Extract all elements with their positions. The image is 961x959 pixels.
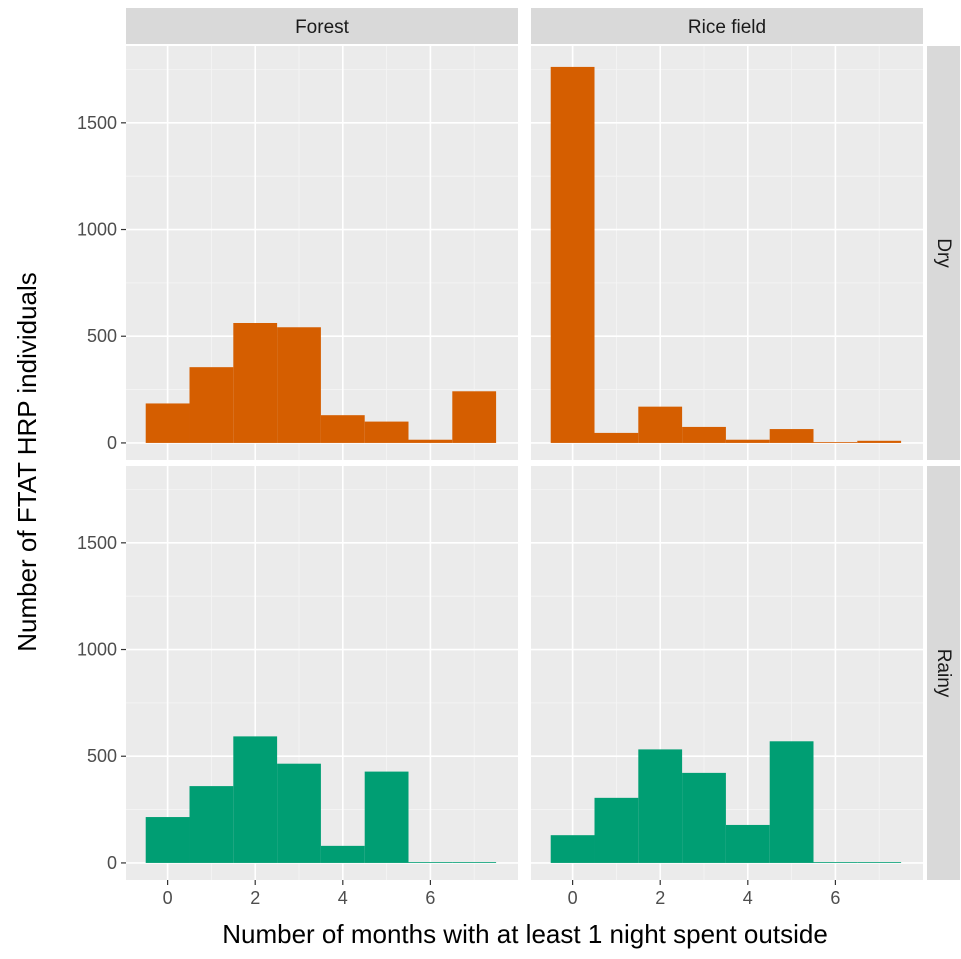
strip-label-forest: Forest <box>295 17 350 38</box>
y-tick-label: 1500 <box>77 533 117 553</box>
panel-background <box>531 46 923 460</box>
bar <box>638 749 683 863</box>
bar <box>408 439 453 443</box>
strip-label-rice-field: Rice field <box>688 17 766 38</box>
strip-dry <box>927 46 960 460</box>
y-tick-label: 0 <box>107 853 117 873</box>
strip-rainy <box>927 466 960 880</box>
bar <box>364 771 409 863</box>
bar <box>725 439 770 443</box>
bar <box>320 845 365 863</box>
panel-forest-dry <box>126 46 518 460</box>
bar <box>638 406 683 443</box>
bar <box>857 440 902 443</box>
bar <box>682 426 726 443</box>
strip-label-rainy: Rainy <box>933 649 954 698</box>
y-tick-label: 1000 <box>77 640 117 660</box>
bar <box>769 429 814 443</box>
bar <box>725 824 770 863</box>
bar <box>857 862 902 863</box>
bar <box>277 327 321 443</box>
strip-label-dry: Dry <box>933 238 954 268</box>
strip-rice-field <box>531 8 923 44</box>
x-tick-label: 0 <box>568 888 578 908</box>
y-tick-label: 1500 <box>77 113 117 133</box>
panel-background <box>531 466 923 880</box>
bar <box>364 421 409 443</box>
bar <box>813 442 858 443</box>
bar <box>452 391 497 443</box>
bar <box>145 817 190 863</box>
bar <box>594 432 639 443</box>
y-tick-label: 500 <box>87 746 117 766</box>
bar <box>189 786 234 863</box>
x-tick-label: 6 <box>830 888 840 908</box>
x-tick-label: 6 <box>425 888 435 908</box>
bar <box>189 367 234 443</box>
bar <box>452 862 497 863</box>
bar <box>594 797 639 863</box>
y-tick-label: 500 <box>87 326 117 346</box>
x-axis-title: Number of months with at least 1 night s… <box>222 919 828 949</box>
bar <box>769 741 814 863</box>
x-tick-label: 2 <box>655 888 665 908</box>
x-tick-label: 0 <box>163 888 173 908</box>
bar <box>550 66 595 443</box>
bar <box>233 322 278 443</box>
bar <box>550 835 595 863</box>
bar <box>682 772 726 863</box>
bar <box>408 862 453 863</box>
bar <box>145 403 190 443</box>
bar <box>813 862 858 863</box>
x-tick-label: 4 <box>338 888 348 908</box>
y-tick-label: 1000 <box>77 220 117 240</box>
y-tick-label: 0 <box>107 433 117 453</box>
panel-rice-field-rainy <box>531 466 923 880</box>
strip-forest <box>126 8 518 44</box>
x-tick-label: 4 <box>743 888 753 908</box>
x-tick-label: 2 <box>250 888 260 908</box>
y-axis-title: Number of FTAT HRP individuals <box>12 272 42 652</box>
bar <box>277 763 321 863</box>
panel-forest-rainy <box>126 466 518 880</box>
panel-rice-field-dry <box>531 46 923 460</box>
bar <box>233 736 278 863</box>
bar <box>320 415 365 443</box>
